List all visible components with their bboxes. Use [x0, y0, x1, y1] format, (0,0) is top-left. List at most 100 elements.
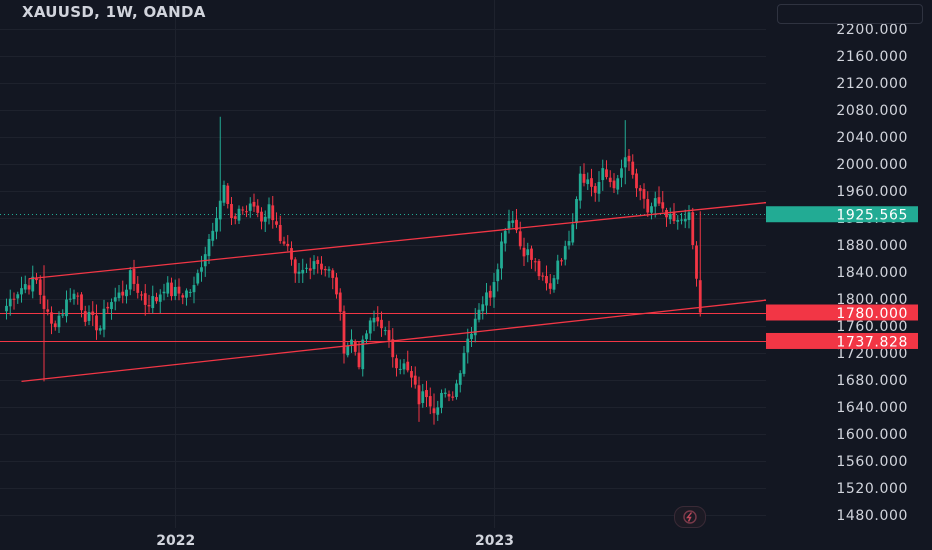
candle-body	[428, 396, 432, 407]
x-tick-label: 2023	[475, 533, 514, 549]
candle-body	[125, 289, 128, 297]
candle-body	[27, 285, 31, 290]
candle-body	[575, 199, 578, 224]
candle-body	[571, 224, 575, 243]
candle-body	[323, 268, 327, 271]
candle	[98, 325, 102, 335]
axis-panel	[766, 0, 932, 550]
candle-body	[230, 204, 233, 218]
candle-body	[466, 338, 470, 353]
candle-body	[492, 282, 496, 298]
y-tick-label: 2160.000	[836, 49, 908, 65]
candle	[687, 205, 691, 229]
candle-body	[338, 292, 342, 312]
candle	[125, 284, 128, 304]
candle	[320, 256, 323, 275]
candle-body	[5, 305, 8, 312]
candle	[143, 284, 147, 316]
trendline	[28, 201, 776, 280]
candle-body	[417, 385, 421, 405]
candle-body	[545, 276, 548, 284]
candle	[481, 296, 485, 320]
candle	[627, 149, 631, 171]
candle-body	[346, 345, 350, 356]
candle	[361, 335, 365, 377]
candle-body	[301, 269, 305, 274]
candle-body	[597, 181, 601, 194]
candle	[226, 183, 230, 209]
candle	[593, 183, 597, 202]
candle	[293, 257, 297, 283]
candle	[215, 206, 218, 240]
candle	[316, 256, 320, 274]
candle-body	[327, 269, 331, 271]
candle	[57, 311, 61, 333]
live-button[interactable]	[674, 506, 706, 528]
candle-body	[87, 312, 91, 321]
candle-body	[582, 173, 586, 183]
candle	[492, 272, 496, 308]
y-tick-label: 2080.000	[836, 103, 908, 119]
candle-body	[308, 268, 312, 271]
candle	[95, 304, 98, 340]
y-tick-label: 1720.000	[836, 346, 908, 362]
trendline	[21, 298, 776, 382]
candle-body	[331, 270, 335, 278]
candle	[331, 268, 335, 290]
candle-body	[447, 394, 451, 397]
candle-body	[8, 298, 12, 307]
candle	[76, 292, 80, 305]
candle-body	[515, 219, 518, 231]
candle	[410, 366, 413, 388]
candle-body	[477, 309, 481, 320]
candle	[83, 305, 87, 327]
candle-body	[50, 312, 53, 324]
candle	[290, 241, 293, 266]
candle	[601, 159, 605, 191]
candle-body	[665, 209, 668, 218]
candle-body	[173, 286, 177, 297]
candle-body	[91, 311, 95, 315]
level-badge-label: 1737.828	[836, 334, 908, 350]
y-tick-label: 1520.000	[836, 481, 908, 497]
candles	[5, 116, 702, 425]
candle-body	[676, 219, 680, 222]
candle-body	[440, 392, 443, 408]
candle-body	[683, 218, 687, 222]
candle-body	[496, 269, 500, 282]
candle-body	[316, 259, 320, 264]
candle	[342, 305, 346, 364]
candle-body	[387, 330, 391, 341]
candle-body	[533, 261, 537, 263]
candle	[278, 215, 282, 244]
candle-body	[215, 217, 218, 232]
candle-body	[567, 241, 571, 246]
candle-body	[106, 306, 110, 309]
candle-body	[293, 259, 297, 274]
candle-body	[38, 279, 42, 295]
candle	[398, 359, 402, 375]
candle	[308, 257, 312, 280]
candle-body	[395, 358, 398, 369]
candle-body	[12, 298, 16, 300]
candle-body	[560, 260, 563, 262]
candle	[338, 288, 342, 321]
candle-body	[680, 219, 683, 221]
candle-body	[548, 283, 552, 289]
candle	[42, 265, 46, 382]
candle-body	[413, 375, 417, 385]
indicator-box[interactable]	[777, 4, 923, 24]
candle	[38, 275, 42, 304]
candle	[665, 207, 668, 227]
candle-body	[698, 280, 702, 313]
candle-body	[672, 212, 676, 222]
level-badge: 1737.828	[766, 332, 918, 350]
candle	[582, 163, 586, 187]
candle	[451, 391, 455, 401]
y-tick-label: 1840.000	[836, 265, 908, 281]
candle-body	[196, 273, 200, 284]
candle	[391, 328, 395, 368]
candle	[170, 277, 173, 301]
candle-body	[642, 189, 646, 199]
